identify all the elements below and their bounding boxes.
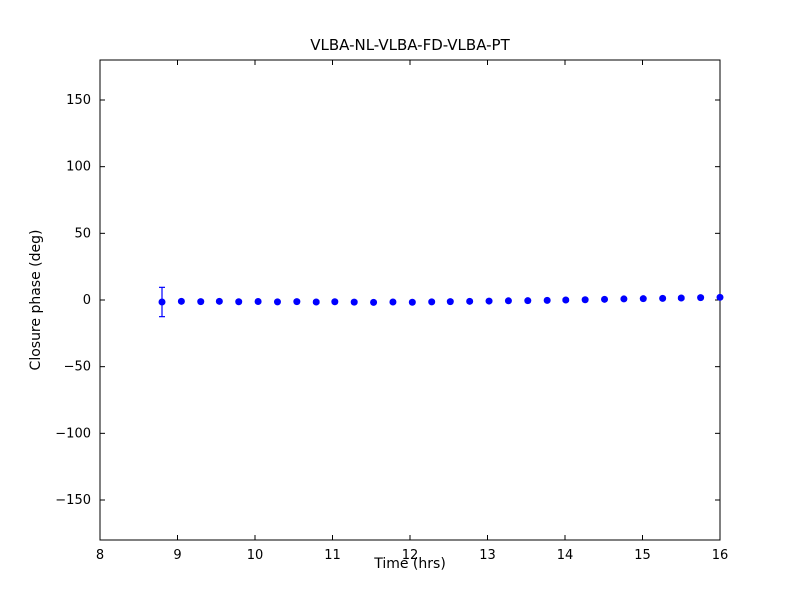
- y-tick-label: 50: [74, 226, 91, 241]
- data-point: [370, 298, 378, 306]
- data-point: [331, 298, 339, 306]
- y-tick-label: 150: [66, 93, 91, 108]
- data-point: [620, 295, 628, 303]
- data-point: [677, 294, 685, 302]
- data-point: [562, 296, 570, 304]
- data-point: [408, 298, 416, 306]
- data-point: [177, 297, 185, 305]
- data-point: [466, 297, 474, 305]
- data-point: [273, 298, 281, 306]
- x-axis-label: Time (hrs): [374, 556, 446, 572]
- x-tick-label: 15: [634, 548, 651, 563]
- x-tick-label: 8: [96, 548, 104, 563]
- data-point: [446, 298, 454, 306]
- data-point: [524, 297, 532, 305]
- data-point: [581, 296, 589, 304]
- data-point: [716, 293, 724, 301]
- data-point: [350, 298, 358, 306]
- x-tick-label: 10: [247, 548, 264, 563]
- x-tick-label: 13: [479, 548, 496, 563]
- data-point: [293, 298, 301, 306]
- x-tick-label: 12: [402, 548, 419, 563]
- y-tick-label: −50: [64, 360, 91, 375]
- x-tick-label: 16: [712, 548, 729, 563]
- data-point: [504, 297, 512, 305]
- data-point: [697, 294, 705, 302]
- data-point: [601, 295, 609, 303]
- y-tick-label: 0: [83, 293, 91, 308]
- data-point: [235, 298, 243, 306]
- data-point: [215, 297, 223, 305]
- data-point: [158, 298, 166, 306]
- data-point: [639, 295, 647, 303]
- data-point: [428, 298, 436, 306]
- data-point: [543, 296, 551, 304]
- y-axis-label: Closure phase (deg): [28, 229, 44, 371]
- data-point: [312, 298, 320, 306]
- chart-title: VLBA-NL-VLBA-FD-VLBA-PT: [310, 36, 510, 54]
- data-point: [389, 298, 397, 306]
- x-tick-label: 11: [324, 548, 341, 563]
- data-point: [659, 294, 667, 302]
- y-tick-label: −150: [55, 493, 91, 508]
- data-point: [254, 297, 262, 305]
- x-tick-label: 9: [173, 548, 181, 563]
- x-tick-label: 14: [557, 548, 574, 563]
- y-tick-label: 100: [66, 160, 91, 175]
- y-tick-label: −100: [55, 426, 91, 441]
- data-point: [485, 297, 493, 305]
- data-point: [197, 298, 205, 306]
